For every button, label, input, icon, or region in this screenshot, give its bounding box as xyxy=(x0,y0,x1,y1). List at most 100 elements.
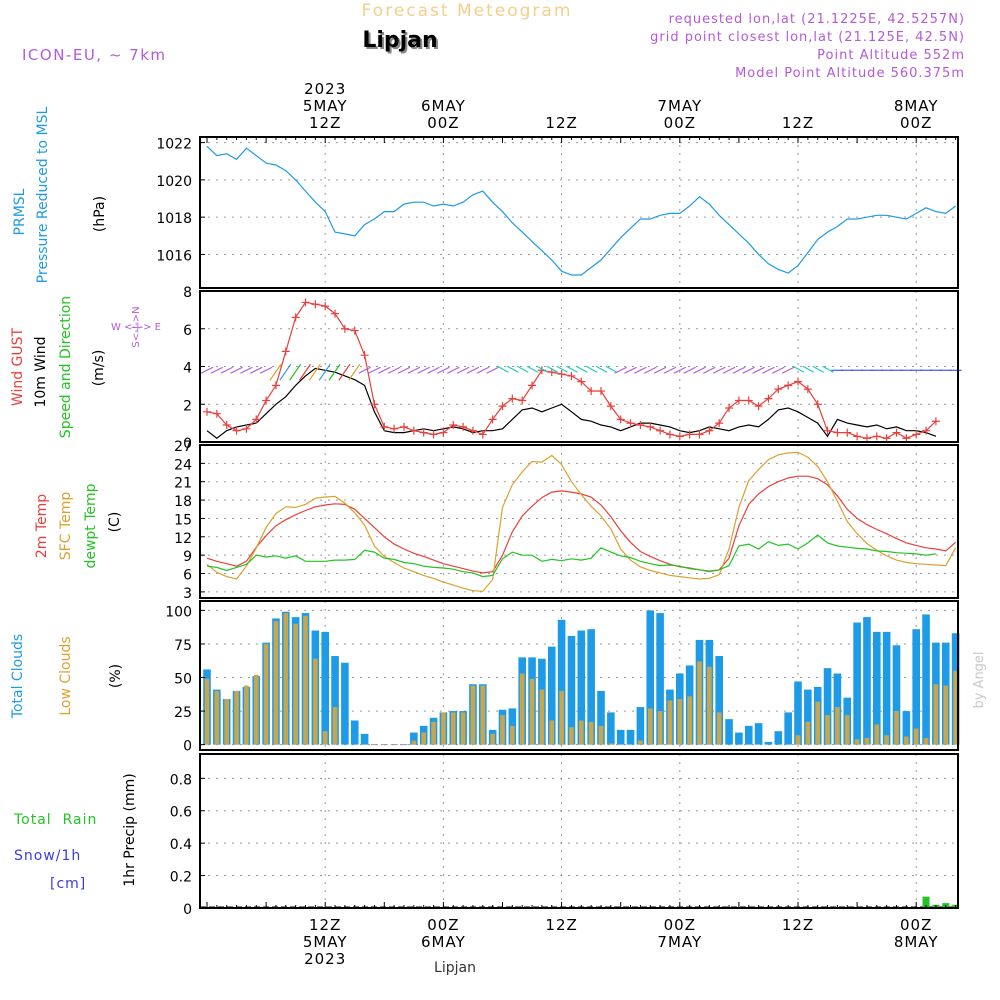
point-altitude: Point Altitude 552m xyxy=(817,48,965,63)
cloud-total-bar xyxy=(567,635,576,745)
wind-direction-arrow xyxy=(338,363,351,381)
cloud-low-bar xyxy=(943,685,949,745)
model-altitude: Model Point Altitude 560.375m xyxy=(735,66,965,81)
header-title: Forecast Meteogram xyxy=(362,1,573,21)
wind-direction-arrow xyxy=(802,365,815,373)
cloud-total-bar xyxy=(804,689,812,745)
wind-direction-arrow xyxy=(752,366,765,374)
location-title: Lipjan xyxy=(362,28,437,53)
y-tick-label: 1020 xyxy=(156,174,192,190)
y-tick-label: 0 xyxy=(183,902,192,918)
gust-marker xyxy=(222,421,231,430)
wind-direction-arrow xyxy=(536,365,549,373)
pressure-labels: PRMSL Pressure Reduced to MSL (hPa) xyxy=(12,106,108,283)
y-tick-label: 21 xyxy=(174,476,192,492)
y-tick-label: 9 xyxy=(183,549,192,565)
time-label-bottom: 12Z xyxy=(782,916,814,934)
gust-marker xyxy=(754,402,763,411)
cloud-low-bar xyxy=(874,724,880,745)
wind-direction-arrow xyxy=(663,366,677,374)
cloud-low-bar xyxy=(598,725,604,745)
cloud-low-bar xyxy=(667,700,673,745)
wind-direction-arrow xyxy=(230,366,243,374)
y-tick-label: 12 xyxy=(174,531,192,547)
cloud-low-bar xyxy=(441,712,446,745)
y-tick-label: 3 xyxy=(183,586,192,602)
gust-marker xyxy=(931,417,940,426)
cloud-total-bar xyxy=(882,631,891,745)
compass-horizontal: W <-|-> E xyxy=(111,322,161,333)
gust-marker xyxy=(262,396,271,405)
cloud-total-bar xyxy=(863,617,871,745)
cloud-low-bar xyxy=(273,621,279,745)
cloud-total-bar xyxy=(626,729,635,745)
y-tick-label: 0.4 xyxy=(170,837,192,853)
gust-marker xyxy=(567,371,576,380)
gust-marker xyxy=(922,426,931,435)
cloud-total-bar xyxy=(873,631,881,745)
time-label-bottom: 12Z xyxy=(309,916,341,934)
cloud-low-bar xyxy=(795,735,801,745)
wind-direction-arrow xyxy=(516,365,529,373)
gust-marker xyxy=(833,428,842,437)
cloud-low-bar xyxy=(529,678,535,745)
y-tick-label: 27 xyxy=(174,439,192,455)
cloud-low-bar xyxy=(559,690,564,745)
cloud-total-bar xyxy=(321,631,329,745)
gust-marker xyxy=(665,430,674,439)
cloud-low-bar xyxy=(421,732,426,745)
y-tick-label: 50 xyxy=(174,672,192,688)
wind-direction-arrow xyxy=(822,365,834,373)
cloud-low-bar xyxy=(884,735,889,745)
gust-marker xyxy=(872,432,881,441)
cloud-low-bar xyxy=(647,708,653,745)
gust-marker xyxy=(498,402,507,411)
gust-marker xyxy=(360,351,369,360)
gust-marker xyxy=(232,426,241,435)
cloud-total-bar xyxy=(892,645,901,745)
precip-label-cm: [cm] xyxy=(50,876,86,892)
gust-marker xyxy=(301,298,310,307)
wind-direction-arrow xyxy=(387,366,401,374)
cloud-total-bar xyxy=(616,729,625,745)
requested-coords: requested lon,lat (21.1225E, 42.5257N) xyxy=(669,12,965,27)
gust-marker xyxy=(892,428,901,437)
cloud-low-bar xyxy=(569,727,574,745)
cloud-total-bar xyxy=(902,711,911,745)
wind-direction-arrow xyxy=(605,365,618,373)
gust-marker xyxy=(803,385,812,394)
cloud-low-bar xyxy=(411,740,417,745)
gust-marker xyxy=(616,415,625,424)
wind-direction-arrow xyxy=(742,366,756,374)
cloud-low-bar xyxy=(579,720,584,745)
rain-bar xyxy=(922,896,930,908)
wind-direction-arrow xyxy=(446,366,460,374)
gust-marker xyxy=(488,415,497,424)
y-tick-label: 0.8 xyxy=(170,772,192,788)
gust-marker xyxy=(626,419,635,428)
wind-direction-arrow xyxy=(772,366,785,374)
wind-direction-arrow xyxy=(299,363,311,381)
cloud-low-bar xyxy=(677,698,683,745)
cloud-total-bar xyxy=(350,720,359,745)
cloud-low-bar xyxy=(204,678,210,745)
gust-marker xyxy=(331,309,340,318)
cloud-low-bar xyxy=(854,739,860,745)
wind-direction-arrow xyxy=(703,366,716,374)
cloud-total-bar xyxy=(646,610,655,745)
wind-direction-arrow xyxy=(762,366,775,374)
cloud-low-bar xyxy=(234,690,239,745)
cloud-low-bar xyxy=(214,690,220,745)
wind-direction-arrow xyxy=(781,366,795,374)
gust-marker xyxy=(528,381,537,390)
compass-icon: S<-|->N W <-|-> E xyxy=(111,306,161,347)
cloud-low-bar xyxy=(825,715,830,745)
gust-marker xyxy=(508,394,517,403)
gust-marker xyxy=(853,432,862,441)
cloud-low-bar xyxy=(224,698,229,745)
series-lines xyxy=(200,145,962,592)
gust-marker xyxy=(606,402,615,411)
gust-marker xyxy=(656,426,665,435)
cloud-total-bar xyxy=(725,719,733,745)
